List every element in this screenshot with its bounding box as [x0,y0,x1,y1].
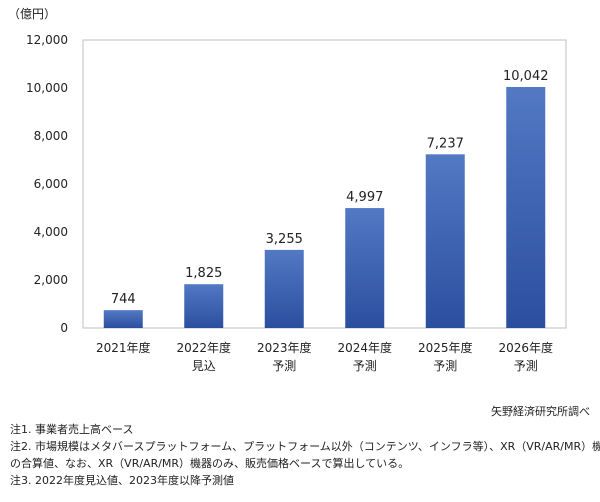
bar [103,310,143,328]
y-tick-label: 10,000 [26,81,68,95]
x-tick-label: 2021年度 [96,340,151,355]
y-tick-label: 6,000 [34,177,68,191]
y-tick-label: 4,000 [34,225,68,239]
note-1: 注1. 事業者売上高ベース [10,423,134,436]
x-tick-label: 2024年度 [337,340,392,355]
bar [264,249,304,328]
x-tick-label: 2025年度 [418,340,473,355]
bar [425,154,465,328]
x-tick-label: 予測 [353,359,377,373]
x-tick-label: 2026年度 [498,340,553,355]
note-3: 注3. 2022年度見込値、2023年度以降予測値 [10,474,234,487]
bar [506,86,546,328]
x-tick-label: 2023年度 [257,340,312,355]
y-tick-label: 12,000 [26,33,68,47]
x-tick-label: 見込 [192,359,216,373]
x-tick-label: 予測 [514,359,538,373]
bar [345,208,385,328]
y-axis-unit-label: （億円） [8,7,56,21]
note-2: 注2. 市場規模はメタバースプラットフォーム、プラットフォーム以外（コンテンツ、… [10,440,600,453]
y-tick-label: 0 [60,321,68,335]
bars [103,86,546,328]
note-2-continued: の合算値、なお、XR（VR/AR/MR）機器のみ、販売価格ベースで算出している。 [10,457,410,470]
bar [184,284,224,328]
notes: 注1. 事業者売上高ベース 注2. 市場規模はメタバースプラットフォーム、プラッ… [10,421,600,489]
value-labels: 744 1,825 3,255 4,997 7,237 10,042 [111,69,549,307]
bar-value-label: 1,825 [185,266,222,281]
y-axis: 0 2,000 4,000 6,000 8,000 10,000 12,000 [26,33,68,335]
bar-value-label: 10,042 [503,69,549,84]
x-tick-label: 予測 [433,359,457,373]
bar-value-label: 4,997 [346,190,383,205]
y-tick-label: 8,000 [34,129,68,143]
source-credit: 矢野経済研究所調べ [491,405,590,418]
x-tick-label: 2022年度 [176,340,231,355]
y-tick-label: 2,000 [34,273,68,287]
plot-area [82,39,567,329]
bar-value-label: 3,255 [266,232,303,247]
x-axis: 2021年度 2022年度見込2023年度予測2024年度予測2025年度予測20… [96,340,553,373]
bar-value-label: 744 [111,292,136,307]
x-tick-label: 予測 [272,359,296,373]
bar-value-label: 7,237 [427,136,464,151]
bar-chart: （億円） 0 2,000 4,000 6,000 8,000 10,000 12,000 7… [8,7,567,373]
